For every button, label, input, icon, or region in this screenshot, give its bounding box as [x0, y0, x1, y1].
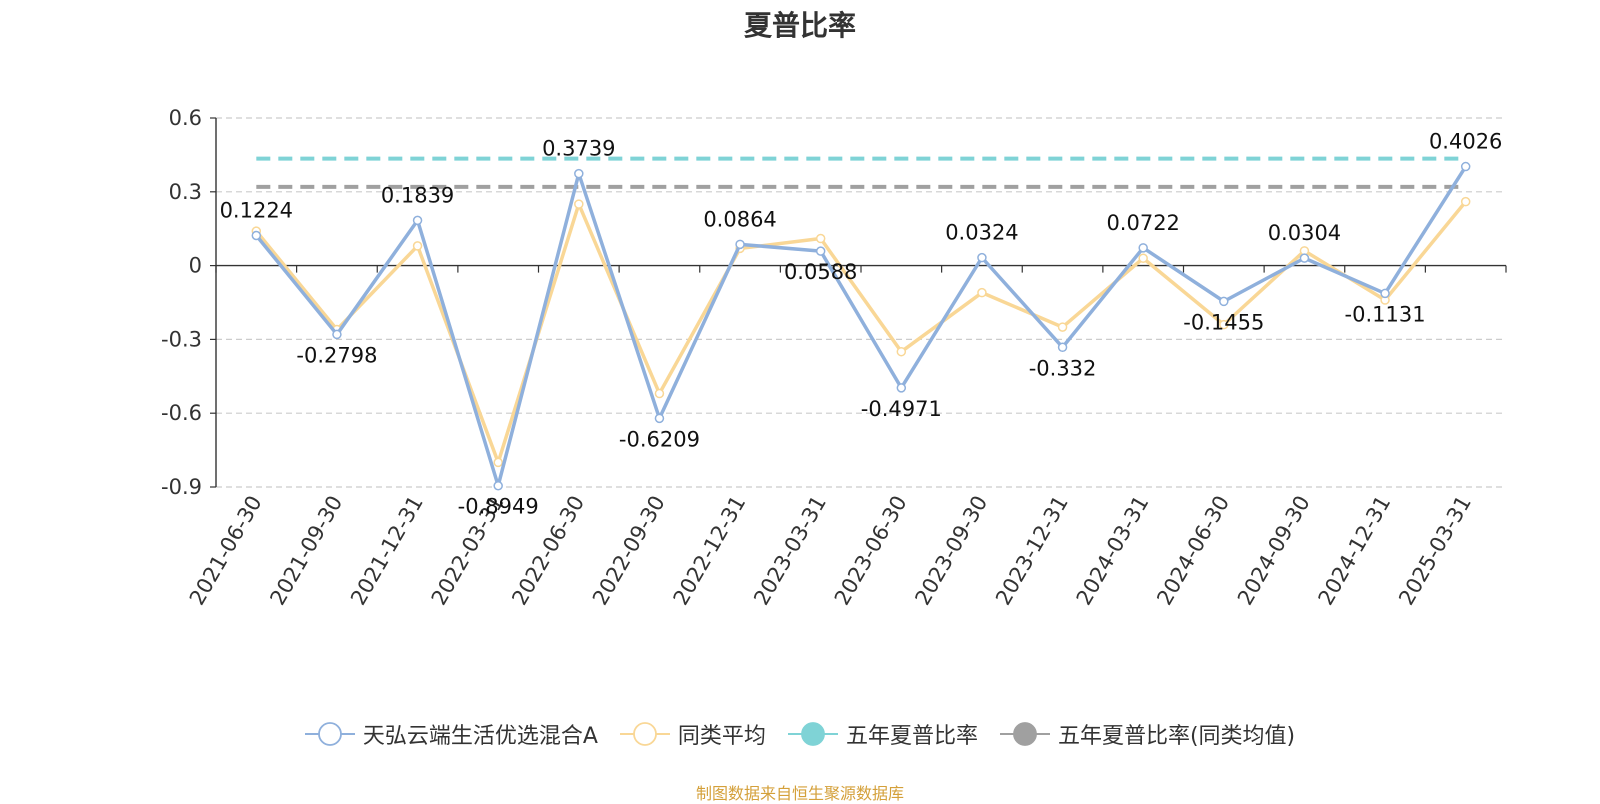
data-label: -0.1455	[1183, 310, 1264, 334]
x-tick-label: 2022-12-31	[669, 492, 751, 610]
x-tick-label: 2021-12-31	[346, 492, 428, 610]
series-layer	[251, 156, 1471, 491]
y-tick-label: -0.3	[161, 327, 202, 351]
series-point	[1138, 243, 1148, 253]
legend-item[interactable]: 五年夏普比率	[787, 718, 978, 750]
legend-swatch-marker	[801, 722, 825, 746]
series-point	[1219, 296, 1229, 307]
series-point	[412, 241, 423, 251]
chart-title: 夏普比率	[743, 9, 856, 42]
series-point	[896, 346, 907, 357]
y-tick-label: -0.6	[161, 401, 202, 425]
series-line	[254, 165, 1468, 488]
x-tick-label: 2023-09-30	[910, 492, 992, 610]
data-label: -0.1131	[1345, 302, 1426, 326]
series-point	[977, 287, 987, 298]
legend-swatch-icon	[304, 722, 355, 746]
series-point	[1057, 322, 1068, 332]
y-tick-label: -0.9	[161, 475, 202, 499]
data-label: -0.332	[1029, 356, 1097, 380]
y-tick-label: 0.6	[169, 106, 202, 130]
series-point	[1299, 253, 1310, 263]
data-label: 0.0588	[784, 260, 857, 284]
legend-item[interactable]: 同类平均	[619, 718, 766, 750]
legend-swatch-icon	[787, 722, 838, 746]
data-label: -0.4971	[861, 397, 942, 421]
legend-swatch-icon	[619, 722, 670, 746]
data-label: 0.3739	[542, 137, 615, 161]
series-point	[1460, 161, 1471, 172]
x-tick-label: 2023-06-30	[830, 492, 912, 610]
series-point	[574, 199, 584, 209]
legend-swatch-marker	[633, 722, 657, 746]
legend-item[interactable]: 五年夏普比率(同类均值)	[999, 718, 1296, 750]
x-tick-label: 2024-03-31	[1072, 492, 1154, 610]
x-tick-label: 2023-03-31	[749, 492, 831, 610]
legend-label: 天弘云端生活优选混合A	[362, 724, 598, 749]
grid-layer	[216, 117, 1506, 488]
x-tick-label: 2021-06-30	[185, 492, 267, 610]
x-tick-label: 2024-06-30	[1152, 492, 1234, 610]
x-tick-label: 2024-12-31	[1314, 492, 1396, 610]
legend-item[interactable]: 天弘云端生活优选混合A	[304, 718, 598, 750]
series-point	[1219, 319, 1229, 330]
x-tick-label: 2025-03-31	[1394, 492, 1476, 610]
source-note: 制图数据来自恒生聚源数据库	[695, 784, 904, 803]
series-point	[332, 329, 342, 340]
series-point	[493, 457, 503, 468]
series-point	[251, 230, 262, 241]
y-tick-label: 0.3	[169, 180, 202, 204]
legend-swatch-marker	[317, 722, 342, 746]
series-point	[815, 233, 826, 244]
x-tick-label: 2021-09-30	[265, 492, 347, 610]
x-tick-label: 2023-12-31	[991, 492, 1073, 610]
legend-label: 五年夏普比率(同类均值)	[1057, 724, 1296, 749]
series-point	[1380, 288, 1390, 299]
legend-swatch-marker	[1013, 722, 1037, 746]
data-label: -0.6209	[619, 427, 700, 451]
data-label: 0.0324	[945, 221, 1018, 245]
y-tick-label: 0	[189, 254, 202, 278]
series-point	[654, 388, 665, 399]
data-label: -0.8949	[458, 495, 539, 519]
x-tick-label: 2022-09-30	[588, 492, 670, 610]
series-point	[977, 252, 987, 263]
data-label: 0.0864	[703, 207, 776, 231]
series-point	[574, 168, 584, 179]
data-label: 0.4026	[1429, 130, 1502, 154]
legend-swatch-icon	[999, 722, 1050, 746]
series-point	[412, 215, 423, 226]
series-point	[493, 480, 503, 491]
series-point	[654, 413, 665, 424]
series-point	[735, 239, 745, 250]
data-label: 0.1224	[220, 198, 293, 222]
data-label: 0.1839	[381, 183, 454, 207]
series-point	[1057, 342, 1068, 353]
series-point	[815, 246, 826, 256]
series-point	[1460, 196, 1471, 207]
data-label: 0.0722	[1106, 211, 1179, 235]
data-label: 0.0304	[1268, 221, 1341, 245]
legend-label: 同类平均	[677, 724, 766, 749]
data-label-layer: 0.1224 -0.2798 0.1839 -0.8949 0.3739 -0.6209 0…	[220, 130, 1503, 519]
x-tick-label: 2024-09-30	[1233, 492, 1315, 610]
series-point	[896, 383, 907, 393]
legend: 天弘云端生活优选混合A 同类平均 五年夏普比率 五年夏普比率(同类均值)	[0, 718, 1600, 750]
series-point	[1138, 253, 1148, 263]
data-label: -0.2798	[296, 343, 377, 367]
legend-label: 五年夏普比率	[845, 724, 978, 749]
